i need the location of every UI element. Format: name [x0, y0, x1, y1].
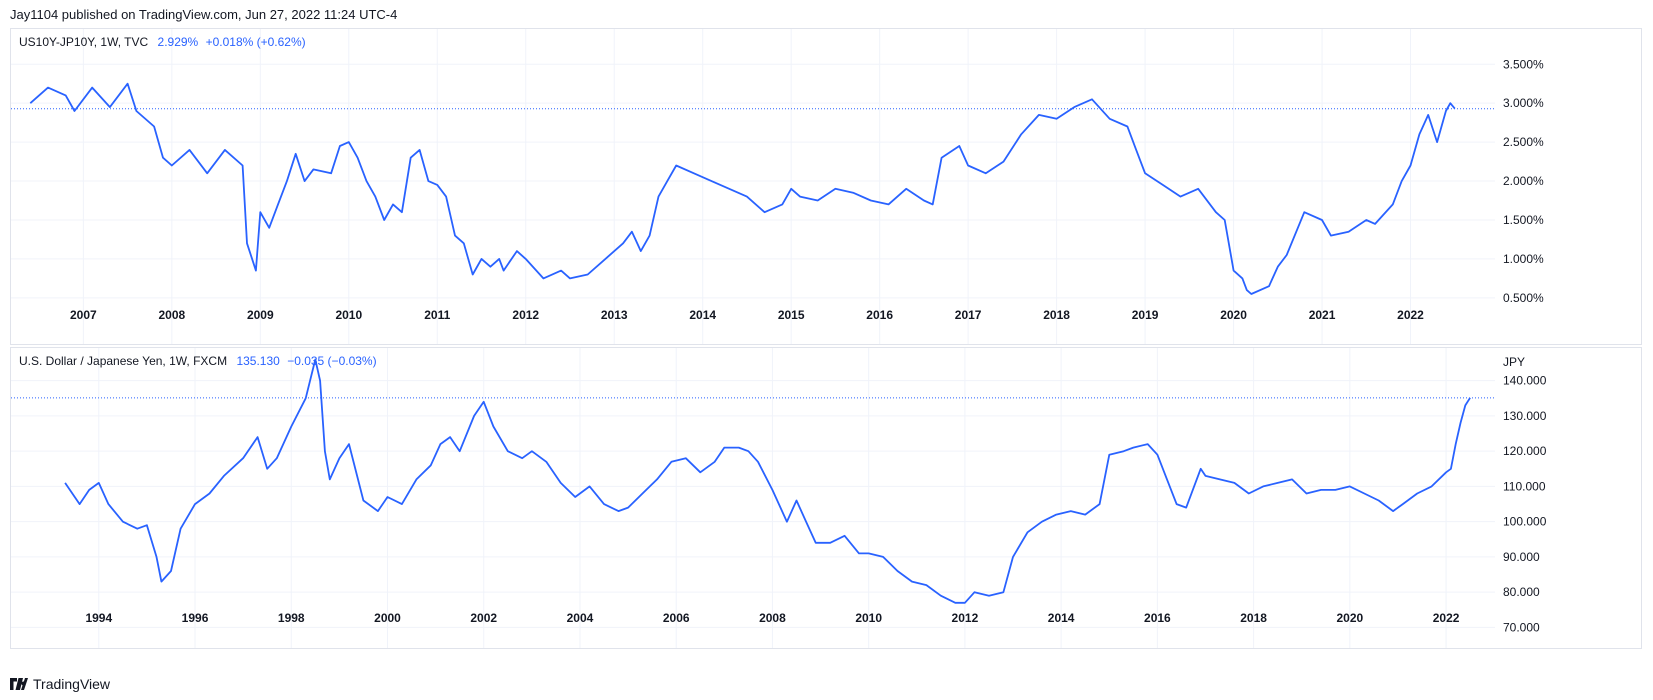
spread-chart-pane[interactable]: 3.500% 3.000% 2.500% 2.000% 1.500% 1.000% 0.50…	[10, 28, 1642, 345]
spread-y-tick-label: 0.500%	[1503, 291, 1544, 305]
footer-brand[interactable]: TradingView	[10, 676, 110, 692]
usdjpy-x-tick-label: 1998	[278, 611, 305, 625]
usdjpy-x-tick-label: 1994	[85, 611, 112, 625]
spread-y-tick-label: 3.000%	[1503, 96, 1544, 110]
usdjpy-chart-pane[interactable]: 140.000 130.000 120.000 110.000 100.000 90.00…	[10, 347, 1642, 649]
spread-x-tick-label: 2009	[247, 308, 274, 322]
spread-x-tick-label: 2013	[601, 308, 628, 322]
usdjpy-x-tick-label: 2004	[567, 611, 594, 625]
usdjpy-x-tick-label: 2020	[1336, 611, 1363, 625]
usdjpy-x-tick-label: 2006	[663, 611, 690, 625]
spread-x-tick-label: 2012	[512, 308, 539, 322]
usdjpy-chart-svg: 140.000 130.000 120.000 110.000 100.000 90.00…	[11, 348, 1547, 648]
spread-legend: US10Y-JP10Y, 1W, TVC 2.929% +0.018% (+0.…	[19, 35, 306, 49]
spread-x-tick-label: 2020	[1220, 308, 1247, 322]
usdjpy-x-tick-label: 2002	[470, 611, 497, 625]
spread-y-tick-label: 3.500%	[1503, 57, 1544, 71]
usdjpy-change: −0.035 (−0.03%)	[287, 354, 377, 368]
spread-x-tick-label: 2007	[70, 308, 97, 322]
usdjpy-price: 135.130	[236, 354, 280, 368]
spread-x-tick-label: 2016	[866, 308, 893, 322]
spread-y-tick-label: 2.500%	[1503, 135, 1544, 149]
usdjpy-x-tick-label: 2014	[1048, 611, 1075, 625]
spread-price: 2.929%	[157, 35, 199, 49]
usdjpy-y-tick-label: 100.000	[1503, 515, 1547, 529]
usdjpy-x-tick-label: 2018	[1240, 611, 1267, 625]
usdjpy-series-line	[64, 358, 1471, 604]
usdjpy-y-tick-label: 110.000	[1503, 479, 1546, 493]
usdjpy-x-tick-label: 1996	[182, 611, 209, 625]
usdjpy-x-tick-label: 2008	[759, 611, 786, 625]
usdjpy-y-tick-label: 90.000	[1503, 550, 1540, 564]
usdjpy-x-tick-label: 2010	[855, 611, 882, 625]
spread-x-tick-label: 2018	[1043, 308, 1070, 322]
spread-y-tick-label: 2.000%	[1503, 174, 1544, 188]
spread-series-line	[29, 82, 1456, 295]
spread-x-tick-label: 2021	[1309, 308, 1336, 322]
usdjpy-y-tick-label: 130.000	[1503, 409, 1547, 423]
footer-brand-label: TradingView	[33, 676, 111, 692]
usdjpy-symbol: U.S. Dollar / Japanese Yen, 1W, FXCM	[19, 354, 228, 368]
spread-y-tick-label: 1.500%	[1503, 213, 1544, 227]
tradingview-logo-icon	[10, 678, 28, 690]
usdjpy-y-tick-label: 80.000	[1503, 585, 1540, 599]
spread-change: +0.018% (+0.62%)	[205, 35, 306, 49]
spread-y-tick-label: 1.000%	[1503, 252, 1544, 266]
publisher-line: Jay1104 published on TradingView.com, Ju…	[10, 7, 398, 22]
usdjpy-x-tick-label: 2016	[1144, 611, 1171, 625]
usdjpy-y-tick-label: 120.000	[1503, 444, 1547, 458]
spread-x-tick-label: 2015	[778, 308, 805, 322]
spread-x-tick-label: 2017	[955, 308, 982, 322]
spread-symbol: US10Y-JP10Y, 1W, TVC	[19, 35, 149, 49]
spread-x-tick-label: 2014	[689, 308, 716, 322]
usdjpy-x-tick-label: 2000	[374, 611, 401, 625]
spread-x-tick-label: 2022	[1397, 308, 1424, 322]
spread-x-tick-label: 2008	[158, 308, 185, 322]
usdjpy-unit-label: JPY	[1503, 355, 1525, 369]
usdjpy-y-tick-label: 140.000	[1503, 374, 1547, 388]
usdjpy-legend: U.S. Dollar / Japanese Yen, 1W, FXCM 135…	[19, 354, 377, 368]
spread-x-tick-label: 2019	[1132, 308, 1159, 322]
spread-x-tick-label: 2010	[335, 308, 362, 322]
usdjpy-y-tick-label: 70.000	[1503, 620, 1540, 634]
spread-x-tick-label: 2011	[424, 308, 450, 322]
usdjpy-x-tick-label: 2012	[952, 611, 979, 625]
usdjpy-x-tick-label: 2022	[1433, 611, 1460, 625]
spread-chart-svg: 3.500% 3.000% 2.500% 2.000% 1.500% 1.000% 0.50…	[11, 29, 1544, 344]
